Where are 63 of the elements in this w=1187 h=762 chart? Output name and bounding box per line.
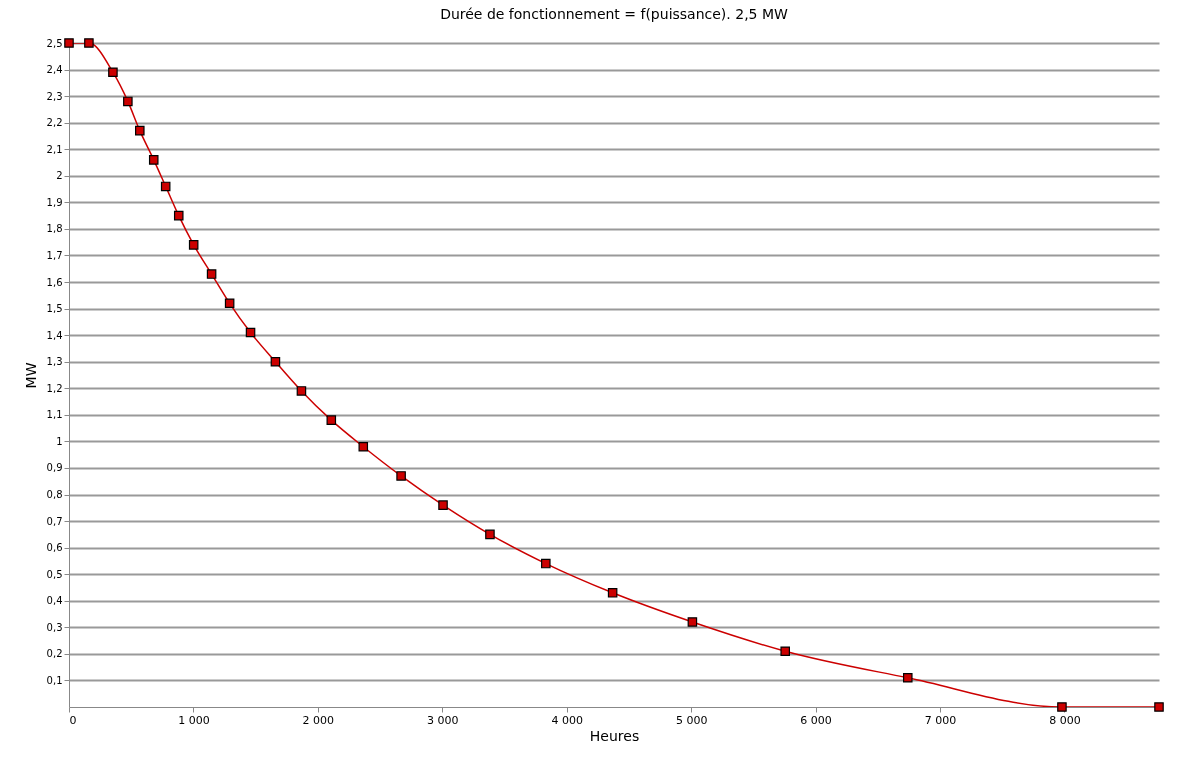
y-tick-label: 1,9	[46, 196, 63, 208]
y-tick-label: 1,1	[46, 409, 63, 421]
point	[148, 155, 159, 165]
y-tick-label: 2,4	[46, 64, 63, 76]
y-tick-label: 0,5	[46, 568, 63, 580]
point	[902, 673, 913, 683]
point	[123, 96, 133, 107]
point	[1057, 702, 1067, 712]
y-tick-label: 0,7	[46, 515, 63, 527]
point	[135, 125, 145, 136]
point	[296, 386, 307, 396]
y-tick-label: 0,3	[46, 621, 63, 633]
point	[541, 558, 551, 569]
y-tick-label: 2,1	[46, 143, 63, 155]
y-tick-label: 0,4	[46, 595, 63, 607]
point	[687, 617, 698, 627]
y-tick-label: 1,6	[46, 276, 63, 288]
point	[438, 500, 448, 510]
y-tick-label: 1,2	[46, 382, 63, 394]
point	[485, 529, 495, 540]
y-tick-label: 1,8	[46, 223, 63, 235]
y-tick-label: 1,3	[46, 356, 63, 368]
x-tick-label: 0	[69, 713, 77, 727]
x-tick-label: 2 000	[302, 713, 335, 727]
y-tick-label: 0,6	[46, 542, 63, 554]
y-tick-label: 1,7	[46, 249, 63, 261]
point	[173, 210, 184, 221]
point	[224, 298, 235, 309]
point	[270, 356, 281, 367]
x-tick-label: 7 000	[924, 713, 957, 727]
y-tick-label: 1,4	[46, 329, 63, 341]
y-tick-label: 0,9	[46, 462, 63, 474]
point	[64, 38, 74, 48]
point	[206, 269, 217, 279]
y-tick-label: 1,5	[46, 303, 63, 315]
y-tick-label: 0,1	[46, 674, 63, 686]
point	[84, 38, 94, 48]
y-tick-label: 1	[56, 435, 63, 447]
x-tick-label: 5 000	[675, 713, 708, 727]
x-tick-label: 8 000	[1049, 713, 1081, 727]
y-axis-title: MW	[22, 362, 39, 389]
y-tick-label: 2	[56, 170, 63, 182]
y-tick-label: 0,2	[46, 648, 63, 660]
point	[358, 441, 369, 452]
y-tick-label: 2,2	[46, 117, 63, 129]
point	[326, 415, 337, 425]
y-tick-label: 2,5	[46, 37, 63, 49]
point	[245, 327, 256, 338]
y-tick-label: 2,3	[46, 90, 63, 102]
x-tick-label: 3 000	[427, 713, 459, 727]
point	[160, 181, 171, 192]
x-tick-label: 1 000	[178, 713, 210, 727]
point	[607, 588, 618, 598]
point	[396, 471, 406, 481]
point	[188, 240, 199, 250]
x-tick-label: 6 000	[800, 713, 832, 727]
x-tick-label: 4 000	[551, 713, 583, 727]
x-axis-title: Heures	[589, 727, 640, 744]
chart-title: Durée de fonctionnement = f(puissance). 2,5 MW	[440, 6, 789, 23]
point	[780, 646, 790, 657]
point	[108, 67, 118, 77]
point	[1154, 702, 1164, 712]
y-tick-label: 0,8	[46, 489, 63, 501]
